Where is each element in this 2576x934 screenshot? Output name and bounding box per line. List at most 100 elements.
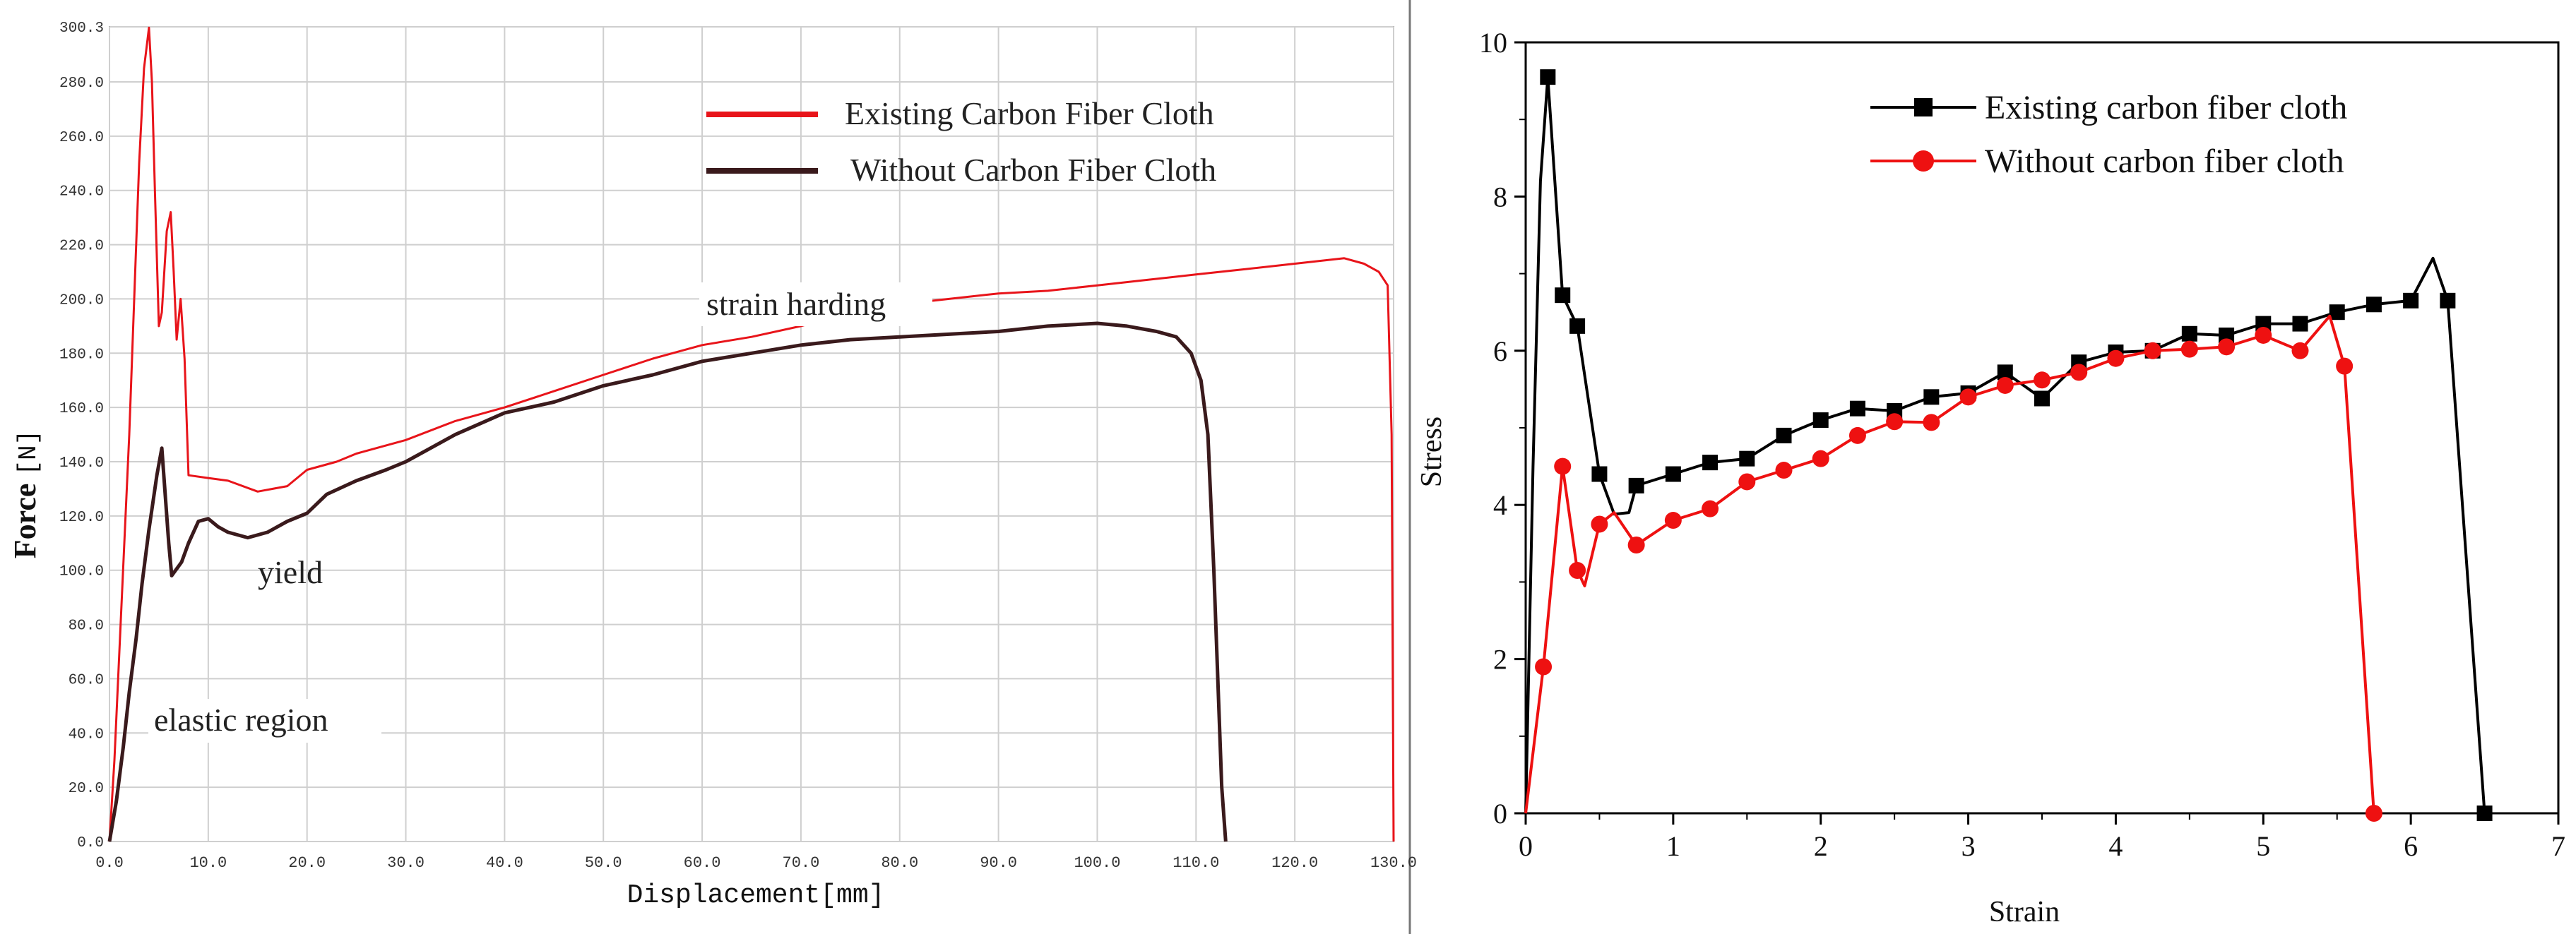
data-point-existing (2440, 292, 2456, 309)
right-legend: Existing carbon fiber cloth Without carb… (1870, 89, 2347, 180)
left-y-tick-label: 120.0 (59, 510, 104, 526)
right-series-group (1524, 69, 2493, 822)
left-x-tick-label: 120.0 (1271, 854, 1318, 872)
left-series-group (107, 26, 1395, 842)
data-point-existing (2255, 316, 2272, 332)
left-x-tick-label: 130.0 (1370, 854, 1417, 872)
left-x-tick-labels: 0.0 10.0 20.0 30.0 40.0 50.0 60.0 70.0 80.0 90.0 1… (95, 854, 1417, 872)
left-x-tick-label: 100.0 (1074, 854, 1120, 872)
left-x-tick-label: 20.0 (288, 854, 326, 872)
data-point-existing (2329, 304, 2345, 321)
data-point-without (1996, 376, 2014, 394)
data-point-without (2107, 349, 2125, 367)
right-x-tick-label: 3 (1961, 830, 1976, 862)
left-y-tick-label: 260.0 (59, 130, 104, 146)
right-plot-area (1524, 41, 2560, 815)
data-point-existing (1776, 427, 1792, 443)
left-y-tick-labels: 0.0 20.0 40.0 60.0 80.0 100.0 120.0 140.0 160.0 1… (59, 20, 104, 851)
right-y-tick-label: 6 (1493, 335, 1507, 367)
data-point-without (1886, 413, 1904, 431)
data-point-without (2070, 364, 2088, 381)
legend-label-without: Without Carbon Fiber Cloth (850, 152, 1216, 188)
data-point-without (1664, 512, 1682, 529)
left-y-tick-label: 20.0 (69, 781, 104, 797)
annotation-bg (699, 282, 932, 326)
data-point-existing (2292, 316, 2308, 332)
data-point-existing (1812, 412, 1829, 429)
left-y-tick-label: 0.0 (77, 835, 104, 851)
left-y-tick-label: 140.0 (59, 455, 104, 472)
left-x-tick-label: 70.0 (783, 854, 820, 872)
annotation-strain-harding: strain harding (706, 286, 886, 322)
left-legend: Existing Carbon Fiber Cloth Without Carb… (706, 95, 1216, 188)
right-y-tick-label: 10 (1479, 27, 1507, 59)
left-y-tick-label: 180.0 (59, 347, 104, 363)
right-axis-ticks: 0 1 2 3 4 5 6 7 0 2 4 6 8 10 (1479, 27, 2565, 862)
data-point-without (2336, 357, 2354, 375)
legend-marker-circle (1913, 150, 1934, 172)
data-point-without (1775, 462, 1793, 479)
data-point-without (2180, 340, 2198, 358)
data-point-existing (1665, 466, 1681, 482)
right-x-axis-label: Strain (1989, 896, 2060, 928)
left-y-tick-label: 220.0 (59, 239, 104, 255)
left-x-tick-label: 110.0 (1173, 854, 1219, 872)
left-y-tick-label: 80.0 (69, 618, 104, 635)
left-x-tick-label: 0.0 (95, 854, 124, 872)
left-y-tick-label: 160.0 (59, 401, 104, 417)
data-point-existing (1591, 466, 1608, 482)
data-point-without (1554, 457, 1572, 475)
data-point-without (1738, 473, 1756, 491)
data-point-existing (1628, 477, 1644, 493)
data-point-existing (2034, 390, 2050, 407)
series-line-existing-carbon-fiber-cloth (108, 26, 1395, 842)
data-point-existing (1997, 364, 2013, 381)
data-point-without (2034, 371, 2050, 389)
annotation-bg (148, 699, 381, 743)
legend-label-without-right: Without carbon fiber cloth (1985, 143, 2344, 180)
data-point-without (1848, 426, 1866, 444)
left-y-tick-label: 100.0 (59, 564, 104, 580)
data-point-without (2291, 342, 2309, 359)
data-point-without (1959, 388, 1977, 406)
data-point-without (1535, 658, 1553, 676)
left-y-tick-label: 40.0 (69, 726, 104, 743)
left-y-tick-label: 60.0 (69, 672, 104, 688)
right-x-tick-label: 1 (1666, 830, 1680, 862)
data-point-existing (1702, 455, 1719, 471)
data-point-existing (2403, 292, 2419, 309)
left-y-axis-label: Force [N] (8, 430, 43, 558)
right-x-tick-label: 2 (1814, 830, 1828, 862)
data-point-existing (1569, 318, 1586, 334)
data-point-existing (2219, 327, 2235, 343)
data-point-without (2218, 338, 2236, 356)
right-chart: 0 1 2 3 4 5 6 7 0 2 4 6 8 10 Strain Stress Existing c… (1415, 27, 2565, 928)
right-y-tick-label: 4 (1493, 489, 1507, 521)
series-line-existing (1524, 76, 2486, 814)
data-point-existing (2181, 325, 2197, 342)
data-point-without (1812, 450, 1829, 467)
right-y-tick-label: 8 (1493, 181, 1507, 212)
left-x-axis-label: Displacement[mm] (627, 880, 885, 911)
right-y-tick-label: 0 (1493, 798, 1507, 830)
left-chart: 0.0 10.0 20.0 30.0 40.0 50.0 60.0 70.0 80.0 90.0 1… (8, 0, 1417, 934)
right-y-axis-label: Stress (1415, 417, 1448, 487)
data-point-without (2365, 805, 2382, 822)
right-x-tick-label: 0 (1519, 830, 1533, 862)
left-y-tick-label: 240.0 (59, 184, 104, 200)
data-point-existing (1923, 389, 1940, 405)
legend-label-existing: Existing Carbon Fiber Cloth (845, 95, 1214, 131)
left-x-tick-label: 60.0 (684, 854, 721, 872)
left-x-tick-label: 90.0 (980, 854, 1017, 872)
left-x-tick-label: 10.0 (189, 854, 227, 872)
data-point-existing (1849, 400, 1865, 417)
right-x-tick-label: 5 (2256, 830, 2270, 862)
data-point-without (1923, 414, 1940, 431)
left-x-tick-label: 50.0 (585, 854, 622, 872)
right-x-tick-label: 4 (2108, 830, 2123, 862)
right-x-tick-label: 6 (2404, 830, 2418, 862)
data-point-existing (1555, 287, 1571, 304)
data-point-without (1627, 536, 1645, 553)
right-x-tick-label: 7 (2551, 830, 2565, 862)
